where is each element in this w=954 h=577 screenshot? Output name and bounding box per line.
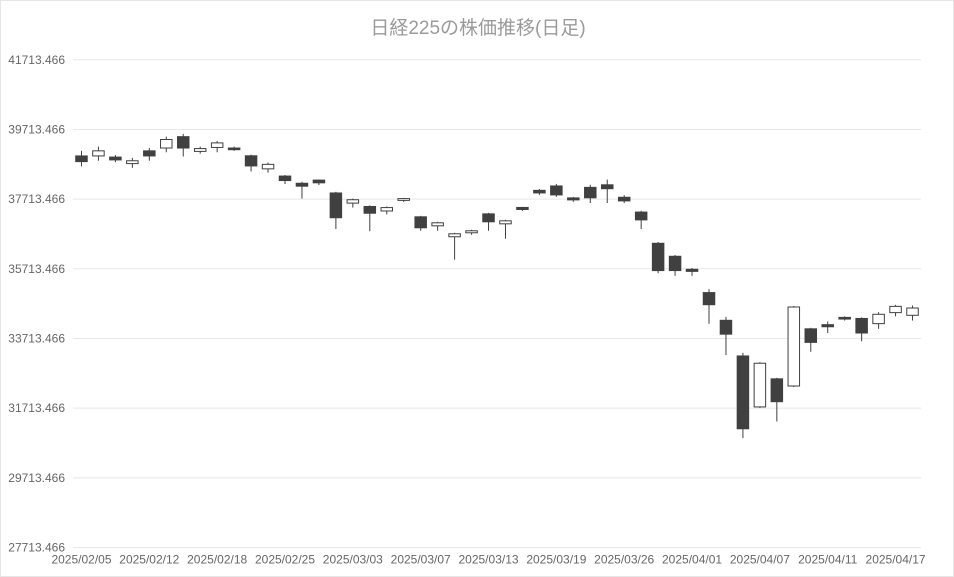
svg-text:31713.466: 31713.466 xyxy=(8,401,65,415)
svg-text:35713.466: 35713.466 xyxy=(8,262,65,276)
svg-text:2025/04/11: 2025/04/11 xyxy=(798,553,857,567)
svg-text:41713.466: 41713.466 xyxy=(8,53,65,67)
svg-text:2025/03/19: 2025/03/19 xyxy=(526,553,586,567)
svg-text:2025/03/26: 2025/03/26 xyxy=(594,553,654,567)
svg-text:2025/02/25: 2025/02/25 xyxy=(255,553,315,567)
svg-text:2025/04/01: 2025/04/01 xyxy=(662,553,722,567)
svg-text:37713.466: 37713.466 xyxy=(8,192,65,206)
svg-text:2025/02/12: 2025/02/12 xyxy=(119,553,179,567)
svg-text:2025/03/07: 2025/03/07 xyxy=(391,553,451,567)
svg-text:2025/04/17: 2025/04/17 xyxy=(866,553,926,567)
svg-text:29713.466: 29713.466 xyxy=(8,471,65,485)
svg-text:2025/02/18: 2025/02/18 xyxy=(187,553,247,567)
svg-text:2025/02/05: 2025/02/05 xyxy=(51,553,111,567)
svg-text:2025/03/13: 2025/03/13 xyxy=(458,553,518,567)
svg-text:33713.466: 33713.466 xyxy=(8,331,65,345)
svg-text:39713.466: 39713.466 xyxy=(8,122,65,136)
svg-text:2025/04/07: 2025/04/07 xyxy=(730,553,790,567)
svg-text:2025/03/03: 2025/03/03 xyxy=(323,553,383,567)
